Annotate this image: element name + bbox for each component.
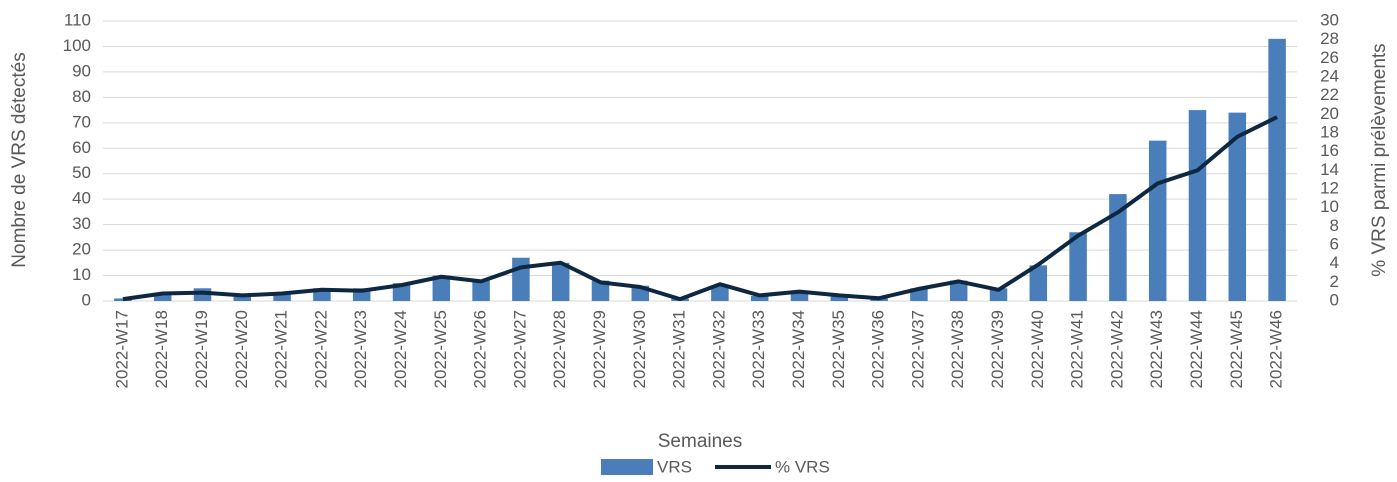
y-tick-label: 60 bbox=[72, 138, 91, 157]
x-tick-label: 2022-W27 bbox=[510, 310, 529, 388]
x-tick-label: 2022-W31 bbox=[670, 310, 689, 388]
bar bbox=[432, 275, 451, 301]
x-tick-label: 2022-W20 bbox=[232, 310, 251, 388]
x-tick-label: 2022-W18 bbox=[152, 310, 171, 388]
x-tick-label: 2022-W29 bbox=[590, 310, 609, 388]
bar bbox=[273, 293, 291, 301]
bar bbox=[989, 288, 1008, 301]
x-tick-label: 2022-W26 bbox=[471, 310, 490, 388]
y-tick-label: 10 bbox=[72, 265, 91, 284]
y2-tick-label: 22 bbox=[1320, 85, 1339, 104]
bar bbox=[233, 295, 252, 301]
x-tick-label: 2022-W36 bbox=[869, 310, 888, 388]
y2-tick-label: 28 bbox=[1320, 29, 1339, 48]
legend-label: % VRS bbox=[775, 457, 830, 476]
x-tick-label: 2022-W41 bbox=[1068, 310, 1087, 388]
x-tick-label: 2022-W28 bbox=[550, 310, 569, 388]
bar bbox=[512, 257, 530, 301]
x-tick-label: 2022-W39 bbox=[988, 310, 1007, 388]
x-tick-label: 2022-W19 bbox=[192, 310, 211, 388]
y-tick-label: 90 bbox=[72, 61, 91, 80]
bar bbox=[472, 280, 490, 301]
y2-tick-label: 0 bbox=[1330, 290, 1339, 309]
y2-tick-label: 14 bbox=[1320, 160, 1339, 179]
x-tick-label: 2022-W17 bbox=[112, 310, 131, 388]
y2-tick-label: 10 bbox=[1320, 197, 1339, 216]
x-tick-label: 2022-W30 bbox=[630, 310, 649, 388]
bar bbox=[551, 262, 570, 301]
bar bbox=[949, 280, 968, 301]
x-tick-label: 2022-W44 bbox=[1187, 310, 1206, 388]
bar bbox=[1069, 232, 1087, 301]
y2-tick-label: 24 bbox=[1320, 66, 1339, 85]
bar bbox=[1148, 140, 1167, 301]
x-tick-label: 2022-W23 bbox=[351, 310, 370, 388]
y-tick-label: 30 bbox=[72, 214, 91, 233]
legend-label: VRS bbox=[657, 457, 692, 476]
y-tick-label: 100 bbox=[63, 36, 91, 55]
legend-swatch bbox=[601, 459, 653, 475]
y2-tick-label: 18 bbox=[1320, 122, 1339, 141]
y-tick-label: 20 bbox=[72, 240, 91, 259]
bar bbox=[1109, 194, 1127, 301]
y2-tick-label: 16 bbox=[1320, 141, 1339, 160]
y2-tick-label: 2 bbox=[1330, 272, 1339, 291]
x-tick-label: 2022-W22 bbox=[311, 310, 330, 388]
x-tick-label: 2022-W46 bbox=[1267, 310, 1286, 388]
x-tick-label: 2022-W35 bbox=[829, 310, 848, 388]
x-tick-label: 2022-W34 bbox=[789, 310, 808, 388]
bar bbox=[711, 285, 729, 301]
x-tick-label: 2022-W38 bbox=[948, 310, 967, 388]
bar bbox=[591, 280, 610, 301]
bar bbox=[750, 295, 769, 301]
x-tick-label: 2022-W43 bbox=[1147, 310, 1166, 388]
bar bbox=[1228, 112, 1247, 302]
x-tick-label: 2022-W21 bbox=[272, 310, 291, 388]
bar bbox=[1188, 110, 1207, 301]
y-tick-label: 110 bbox=[64, 10, 91, 29]
y-tick-label: 70 bbox=[72, 112, 91, 131]
x-tick-label: 2022-W37 bbox=[908, 310, 927, 388]
bar bbox=[1029, 265, 1048, 301]
y2-axis-title: % VRS parmi prélèvements bbox=[1369, 43, 1390, 276]
line bbox=[122, 115, 1278, 302]
y2-tick-label: 30 bbox=[1320, 10, 1339, 29]
x-tick-label: 2022-W25 bbox=[431, 310, 450, 388]
bar bbox=[1268, 38, 1286, 302]
y-tick-label: 80 bbox=[72, 87, 91, 106]
y2-tick-label: 12 bbox=[1320, 178, 1339, 197]
bar bbox=[153, 293, 172, 301]
x-tick-label: 2022-W33 bbox=[749, 310, 768, 388]
x-tick-label: 2022-W32 bbox=[709, 310, 728, 388]
bar bbox=[830, 295, 849, 301]
bar bbox=[790, 290, 809, 301]
y2-tick-label: 8 bbox=[1330, 216, 1339, 235]
bar bbox=[114, 298, 132, 301]
y2-tick-label: 6 bbox=[1330, 234, 1339, 253]
y-tick-label: 50 bbox=[72, 163, 91, 182]
y-tick-label: 0 bbox=[82, 290, 91, 309]
y-axis-title: Nombre de VRS détectés bbox=[9, 52, 30, 267]
y2-tick-label: 4 bbox=[1330, 253, 1339, 272]
y2-tick-label: 26 bbox=[1320, 48, 1339, 67]
x-tick-label: 2022-W40 bbox=[1028, 310, 1047, 388]
x-tick-label: 2022-W24 bbox=[391, 310, 410, 388]
y2-tick-label: 20 bbox=[1320, 104, 1339, 123]
x-tick-label: 2022-W45 bbox=[1227, 310, 1246, 388]
x-axis-title: Semaines bbox=[658, 431, 743, 452]
y-tick-label: 40 bbox=[72, 189, 91, 208]
x-tick-label: 2022-W42 bbox=[1107, 310, 1126, 388]
